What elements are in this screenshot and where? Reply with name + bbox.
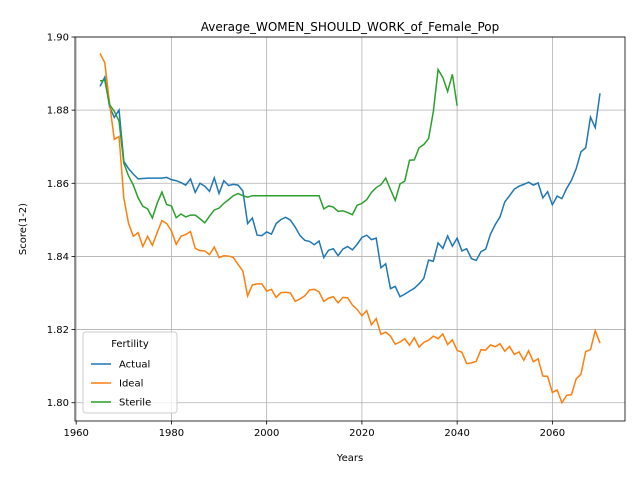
legend-label: Actual xyxy=(119,360,150,371)
y-tick-label: 1.82 xyxy=(47,325,69,336)
x-tick-label: 2060 xyxy=(540,428,565,439)
line-series xyxy=(99,67,458,224)
x-tick-label: 1960 xyxy=(63,428,88,439)
x-axis-label: Years xyxy=(336,453,363,464)
plot-frame xyxy=(74,36,626,422)
x-tick-label: 2000 xyxy=(254,428,279,439)
y-tick-label: 1.84 xyxy=(47,252,69,263)
y-axis-label: Score(1-2) xyxy=(18,203,29,255)
legend-title: Fertility xyxy=(111,339,149,350)
y-tick-label: 1.80 xyxy=(47,398,69,409)
chart-title: Average_WOMEN_SHOULD_WORK_of_Female_Pop xyxy=(201,20,500,34)
y-tick-label: 1.90 xyxy=(47,33,69,44)
y-tick-label: 1.86 xyxy=(47,179,69,190)
legend: Fertility Actual Ideal Sterile xyxy=(82,331,178,414)
x-tick-label: 2040 xyxy=(444,428,469,439)
line-series xyxy=(99,53,601,405)
legend-box xyxy=(82,331,178,414)
legend-label: Ideal xyxy=(119,379,143,390)
y-tick-label: 1.88 xyxy=(47,106,69,117)
x-tick-label: 1980 xyxy=(159,428,184,439)
legend-label: Sterile xyxy=(119,398,151,409)
x-tick-label: 2020 xyxy=(349,428,374,439)
line-series xyxy=(99,74,601,298)
